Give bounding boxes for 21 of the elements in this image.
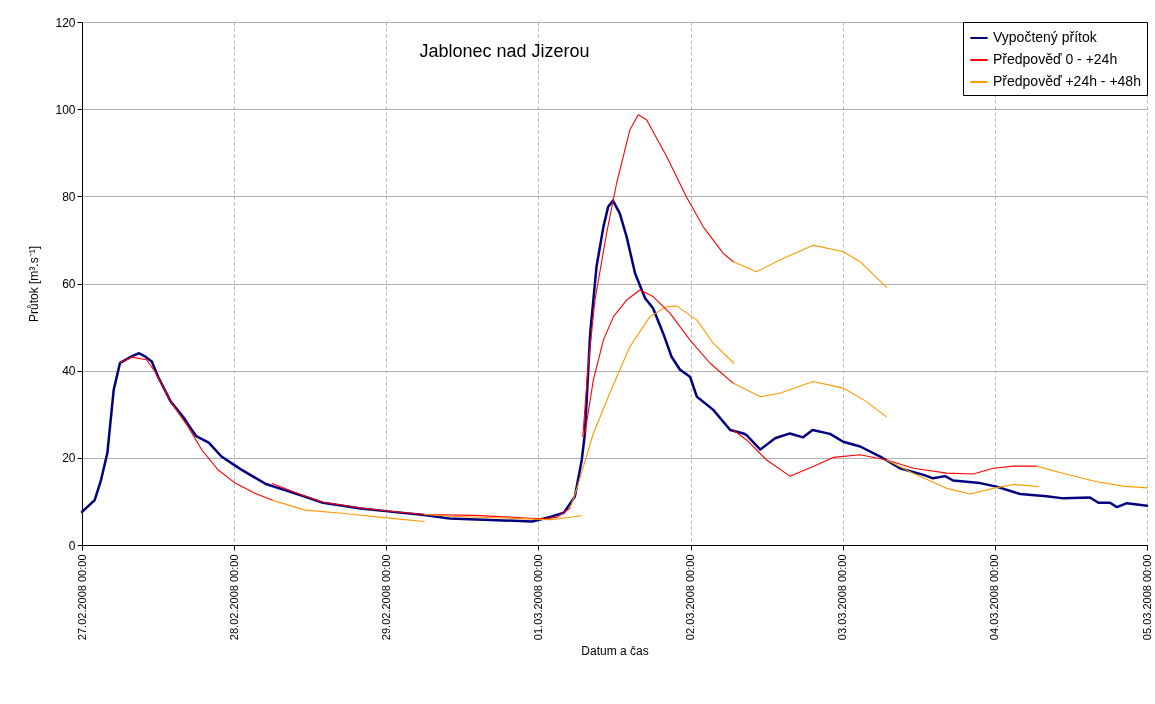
y-tick-label: 120 [55,15,76,30]
legend-label: Předpověď 0 - +24h [993,51,1118,67]
y-tick-label: 60 [62,277,76,291]
x-tick-label: 02.03.2008 00:00 [684,554,697,641]
x-tick-label: 03.03.2008 00:00 [836,554,849,641]
text: Jablonec nad Jizerou [419,41,590,61]
y-tick-label: 40 [62,364,76,379]
legend-label: Předpověď +24h - +48h [993,73,1141,89]
x-tick-label: 05.03.2008 00:00 [1140,554,1153,641]
y-tick-label: 100 [55,102,76,117]
x-tick-label: 01.03.2008 00:00 [531,554,544,641]
legend-label: Vypočtený přítok [993,29,1098,45]
y-tick-label: 80 [62,189,76,204]
x-axis-title: Datum a čas [581,644,649,659]
x-tick-label: 27.02.2008 00:00 [75,554,88,641]
y-tick-label: 20 [62,451,76,466]
y-axis-title: Průtok [m³.s⁻¹] [27,245,42,323]
y-tick-label: 0 [68,538,76,553]
x-tick-label: 28.02.2008 00:00 [227,554,240,641]
x-tick-label: 04.03.2008 00:00 [988,554,1001,641]
x-tick-label: 29.02.2008 00:00 [379,554,392,641]
